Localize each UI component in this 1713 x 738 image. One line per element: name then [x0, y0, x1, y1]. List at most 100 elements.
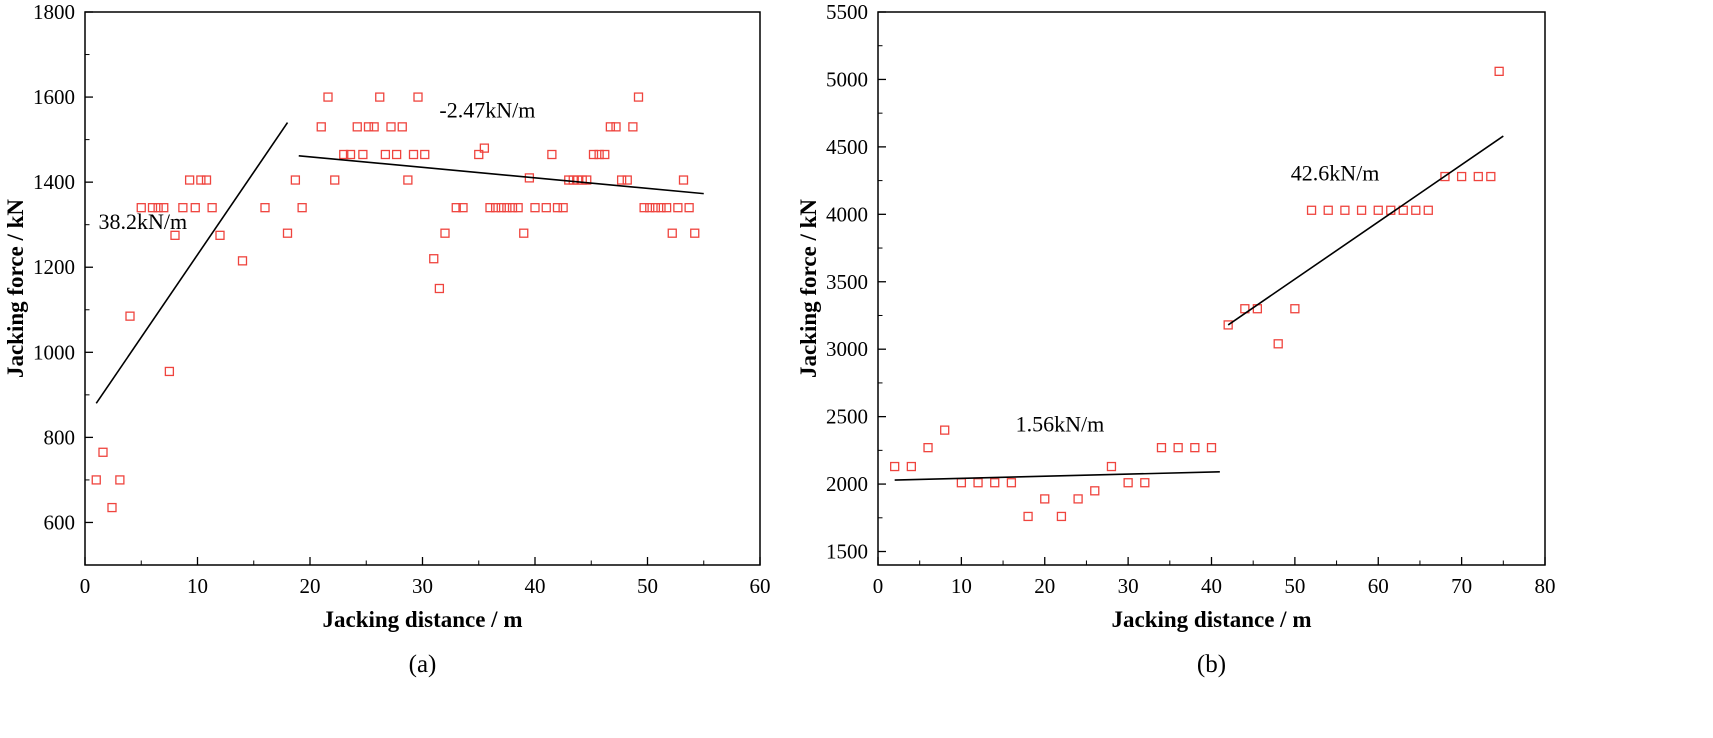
- data-point-marker: [906, 461, 916, 472]
- data-point-marker: [628, 122, 638, 132]
- data-point-marker: [650, 203, 661, 213]
- caption-a: (a): [408, 651, 437, 678]
- data-point-marker: [519, 228, 529, 238]
- trend-line: [95, 122, 289, 404]
- data-point-marker: [1173, 443, 1183, 453]
- data-point-marker: [1156, 443, 1167, 453]
- data-point-marker: [237, 256, 248, 266]
- panel-a: 0 10 20 30 40 50 60 600 800 1000 1200 1400 1600 1800 J…: [0, 0, 790, 738]
- tick-labels: 0 10 20 30 40 50 60 600 800 1000 1200 1400 1600 1800: [33, 0, 771, 598]
- x-tick-label: 10: [951, 574, 972, 598]
- data-point-marker: [616, 175, 627, 185]
- x-tick-label: 20: [300, 574, 321, 598]
- data-point-marker: [485, 203, 495, 213]
- y-tick-label: 5000: [826, 67, 868, 91]
- panel-b: 0 10 20 30 40 50 60 70 80 1500 2000 2500 3000 3500 400…: [790, 0, 1713, 738]
- data-point-marker: [159, 203, 169, 213]
- x-tick-label: 40: [1201, 574, 1222, 598]
- data-point-marker: [290, 175, 301, 185]
- data-point-marker: [375, 92, 385, 102]
- data-point-marker: [397, 122, 407, 132]
- data-point-marker: [1440, 171, 1450, 182]
- y-tick-label: 1200: [33, 255, 75, 279]
- x-tick-label: 30: [1118, 574, 1139, 598]
- data-point-marker: [622, 175, 632, 185]
- x-tick-label: 10: [187, 574, 208, 598]
- data-point-marker: [330, 175, 340, 185]
- data-point-marker: [178, 203, 188, 213]
- data-point-marker: [1411, 205, 1421, 215]
- slope-annotation: 1.56kN/m: [1016, 411, 1105, 436]
- data-point-marker: [1486, 171, 1496, 182]
- data-point-marker: [611, 122, 621, 132]
- data-point-marker: [479, 143, 490, 153]
- y-axis-title: Jacking force / kN: [3, 199, 28, 378]
- x-tick-label: 50: [1284, 574, 1305, 598]
- data-point-marker: [1006, 478, 1017, 488]
- data-point-marker: [215, 230, 225, 240]
- data-point-marker: [164, 366, 175, 377]
- data-point-marker: [115, 475, 125, 485]
- data-point-marker: [420, 149, 430, 160]
- data-point-marker: [408, 149, 419, 160]
- data-point-marker: [502, 203, 512, 213]
- data-point-marker: [474, 149, 484, 160]
- data-point-marker: [363, 122, 374, 132]
- data-point-marker: [490, 203, 501, 213]
- data-point-marker: [661, 203, 672, 213]
- y-tick-label: 1000: [33, 340, 75, 364]
- y-tick-label: 1600: [33, 85, 75, 109]
- y-tick-label: 3000: [826, 337, 868, 361]
- data-point-marker: [690, 228, 700, 238]
- data-point-marker: [458, 203, 468, 213]
- data-point-marker: [656, 203, 666, 213]
- data-point-marker: [147, 203, 158, 213]
- y-tick-label: 3500: [826, 270, 868, 294]
- data-point-marker: [1456, 171, 1467, 182]
- data-point-marker: [673, 203, 683, 213]
- scatter-points: [890, 66, 1504, 522]
- y-tick-label: 2000: [826, 472, 868, 496]
- data-point-marker: [190, 203, 200, 213]
- data-point-marker: [386, 122, 396, 132]
- data-point-marker: [136, 203, 146, 213]
- axes: [877, 11, 1546, 566]
- data-point-marker: [633, 92, 644, 102]
- data-point-marker: [1273, 339, 1283, 349]
- scatter-points: [91, 92, 700, 513]
- data-point-marker: [1494, 66, 1504, 76]
- data-point-marker: [684, 203, 694, 213]
- slope-annotation: -2.47kN/m: [439, 97, 535, 122]
- data-point-marker: [1106, 461, 1117, 472]
- y-tick-label: 1400: [33, 170, 75, 194]
- y-tick-label: 800: [44, 425, 76, 449]
- slope-annotation: 42.6kN/m: [1291, 161, 1380, 186]
- data-point-marker: [1423, 205, 1433, 215]
- data-point-marker: [260, 203, 270, 213]
- plot-frame: [877, 11, 1546, 566]
- data-point-marker: [297, 203, 307, 213]
- data-point-marker: [391, 149, 402, 160]
- x-tick-label: 40: [525, 574, 546, 598]
- data-point-marker: [451, 203, 461, 213]
- axes: [84, 11, 761, 566]
- x-axis-title: Jacking distance / m: [1112, 607, 1312, 632]
- data-point-marker: [1023, 511, 1033, 522]
- x-tick-label: 50: [637, 574, 658, 598]
- data-point-marker: [1306, 205, 1317, 215]
- data-point-marker: [496, 203, 506, 213]
- data-point-marker: [600, 149, 610, 160]
- caption-b: (b): [1196, 651, 1227, 678]
- trend-line: [1227, 135, 1504, 326]
- data-point-marker: [91, 475, 101, 485]
- data-point-marker: [380, 149, 391, 160]
- data-point-marker: [1140, 478, 1150, 488]
- data-point-marker: [1073, 494, 1083, 504]
- data-point-marker: [645, 203, 655, 213]
- x-tick-label: 0: [873, 574, 884, 598]
- data-point-marker: [530, 203, 540, 213]
- y-tick-label: 600: [44, 510, 76, 534]
- x-axis-title: Jacking distance / m: [323, 607, 523, 632]
- data-point-marker: [541, 203, 551, 213]
- data-point-marker: [990, 478, 1000, 488]
